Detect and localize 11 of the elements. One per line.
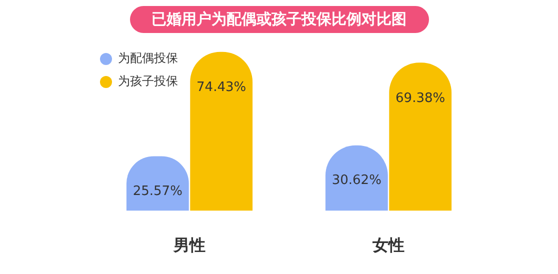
x-tick-label: 女性 <box>372 236 404 255</box>
data-label: 69.38% <box>394 90 446 108</box>
data-label: 25.57% <box>132 183 184 202</box>
bar <box>389 62 452 211</box>
data-label: 74.43% <box>196 78 248 97</box>
legend-label: 为配偶投保 <box>118 50 178 67</box>
data-label: 30.62% <box>330 172 382 190</box>
bar <box>190 52 253 211</box>
chart-title: 已婚用户为配偶或孩子投保比例对比图 <box>130 6 428 33</box>
x-tick-label: 男性 <box>172 236 206 255</box>
legend-label: 为孩子投保 <box>118 73 178 90</box>
